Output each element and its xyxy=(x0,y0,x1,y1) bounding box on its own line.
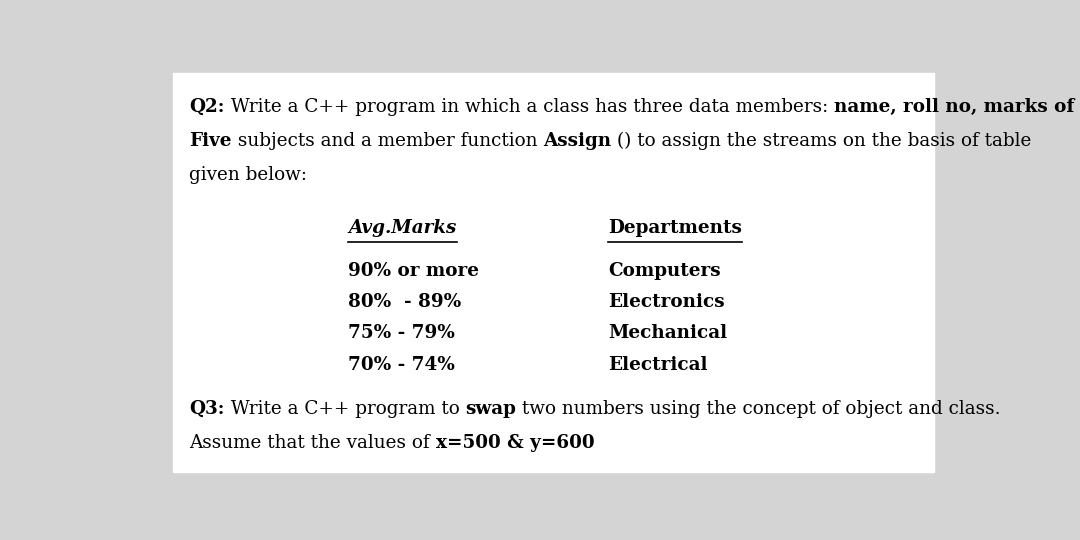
Text: 70% - 74%: 70% - 74% xyxy=(349,356,456,374)
Text: Departments: Departments xyxy=(608,219,742,237)
Text: Computers: Computers xyxy=(608,262,720,280)
Text: given below:: given below: xyxy=(189,166,308,184)
Text: Avg.Marks: Avg.Marks xyxy=(349,219,457,237)
Text: Assign: Assign xyxy=(543,132,611,150)
Text: Q2:: Q2: xyxy=(189,98,225,116)
Text: subjects and a member function: subjects and a member function xyxy=(232,132,543,150)
Text: Assume that the values of: Assume that the values of xyxy=(189,434,436,451)
Text: 80%  - 89%: 80% - 89% xyxy=(349,293,461,311)
Text: swap: swap xyxy=(465,400,516,417)
Text: Mechanical: Mechanical xyxy=(608,325,727,342)
Text: Five: Five xyxy=(189,132,232,150)
FancyBboxPatch shape xyxy=(173,73,934,472)
Text: name, roll no, marks of: name, roll no, marks of xyxy=(834,98,1075,116)
Text: x=500 & y=600: x=500 & y=600 xyxy=(436,434,594,451)
Text: Write a C++ program in which a class has three data members:: Write a C++ program in which a class has… xyxy=(225,98,834,116)
Text: 90% or more: 90% or more xyxy=(349,262,480,280)
Text: 75% - 79%: 75% - 79% xyxy=(349,325,456,342)
Text: Q3:: Q3: xyxy=(189,400,225,417)
Text: Electrical: Electrical xyxy=(608,356,707,374)
Text: two numbers using the concept of object and class.: two numbers using the concept of object … xyxy=(516,400,1001,417)
Text: Write a C++ program to: Write a C++ program to xyxy=(225,400,465,417)
Text: Electronics: Electronics xyxy=(608,293,725,311)
Text: () to assign the streams on the basis of table: () to assign the streams on the basis of… xyxy=(611,132,1031,151)
